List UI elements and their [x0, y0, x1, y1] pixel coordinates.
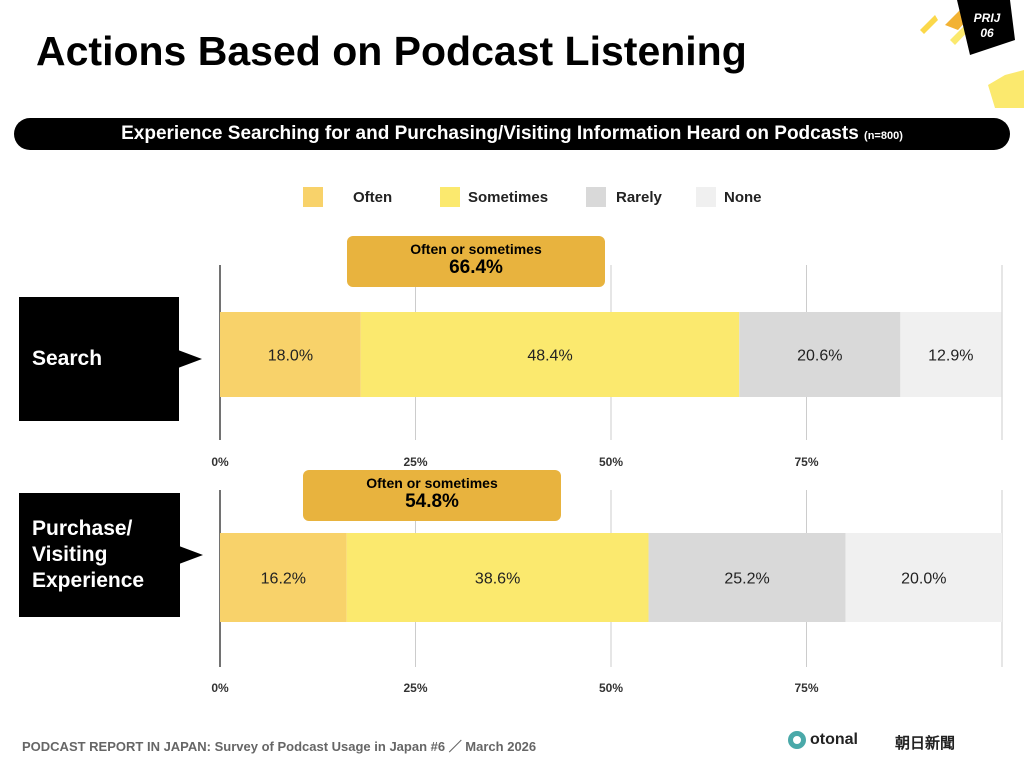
x-tick-label: 75% [794, 681, 818, 695]
category-purchase: Purchase/ Visiting Experience [19, 493, 180, 617]
legend-label: None [724, 188, 762, 206]
x-tick-label: 50% [599, 455, 623, 469]
chart-subtitle-banner: Experience Searching for and Purchasing/… [14, 118, 1010, 150]
legend-swatch [440, 187, 460, 207]
callout-value: 66.4% [449, 257, 503, 278]
legend-rarely: Rarely [586, 187, 662, 207]
callout-search: Often or sometimes 66.4% [347, 236, 605, 287]
bar-segment-often [220, 312, 361, 397]
legend-label: Rarely [616, 188, 662, 206]
page-title: Actions Based on Podcast Listening [36, 28, 747, 74]
category-label: Purchase/ Visiting Experience [32, 517, 145, 592]
category-label: Search [32, 347, 103, 370]
x-tick-label: 25% [403, 455, 427, 469]
otonal-icon [788, 731, 806, 749]
data-label: 25.2% [724, 571, 769, 588]
x-tick-label: 75% [794, 455, 818, 469]
callout-purchase: Often or sometimes 54.8% [303, 470, 561, 521]
bar-segment-none [900, 312, 1002, 397]
category-search: Search [19, 297, 179, 421]
data-label: 48.4% [527, 348, 572, 365]
bar-segment-sometimes [360, 312, 740, 397]
data-label: 12.9% [928, 348, 973, 365]
legend-sometimes: Sometimes [440, 187, 548, 207]
footer-source: PODCAST REPORT IN JAPAN: Survey of Podca… [22, 739, 537, 754]
callout-value: 54.8% [405, 491, 459, 512]
otonal-logo: otonal [788, 731, 858, 749]
asahi-logo: 朝日新聞 [895, 735, 956, 752]
bar-segment-sometimes [346, 533, 649, 622]
data-label: 20.0% [901, 571, 946, 588]
pointer-arrow [178, 350, 202, 368]
pointer-arrow [179, 546, 203, 564]
legend-swatch [303, 187, 323, 207]
callout-label: Often or sometimes [366, 475, 498, 491]
svg-text:06: 06 [980, 26, 994, 40]
data-label: 20.6% [797, 348, 842, 365]
otonal-text: otonal [810, 731, 858, 748]
badge-text: PRIJ [974, 11, 1001, 25]
callout-label: Often or sometimes [410, 241, 542, 257]
legend-label: Sometimes [468, 188, 549, 206]
data-label: 38.6% [475, 571, 520, 588]
bar-segment-often [220, 533, 347, 622]
prij-badge-logo: PRIJ 06 [920, 0, 1024, 108]
legend-often: Often [303, 187, 392, 207]
bar-segment-rarely [648, 533, 846, 622]
legend-swatch [586, 187, 606, 207]
data-label: 16.2% [261, 571, 306, 588]
sample-size: (n=800) [864, 130, 903, 142]
x-tick-label: 25% [403, 681, 427, 695]
bar-segment-none [845, 533, 1002, 622]
legend-label: Often [353, 188, 393, 206]
x-tick-label: 0% [211, 455, 229, 469]
legend-none: None [696, 187, 762, 207]
bar-segment-rarely [739, 312, 901, 397]
legend-swatch [696, 187, 716, 207]
x-tick-label: 50% [599, 681, 623, 695]
data-label: 18.0% [268, 348, 313, 365]
banner-text: Experience Searching for and Purchasing/… [121, 123, 859, 144]
x-tick-label: 0% [211, 681, 229, 695]
